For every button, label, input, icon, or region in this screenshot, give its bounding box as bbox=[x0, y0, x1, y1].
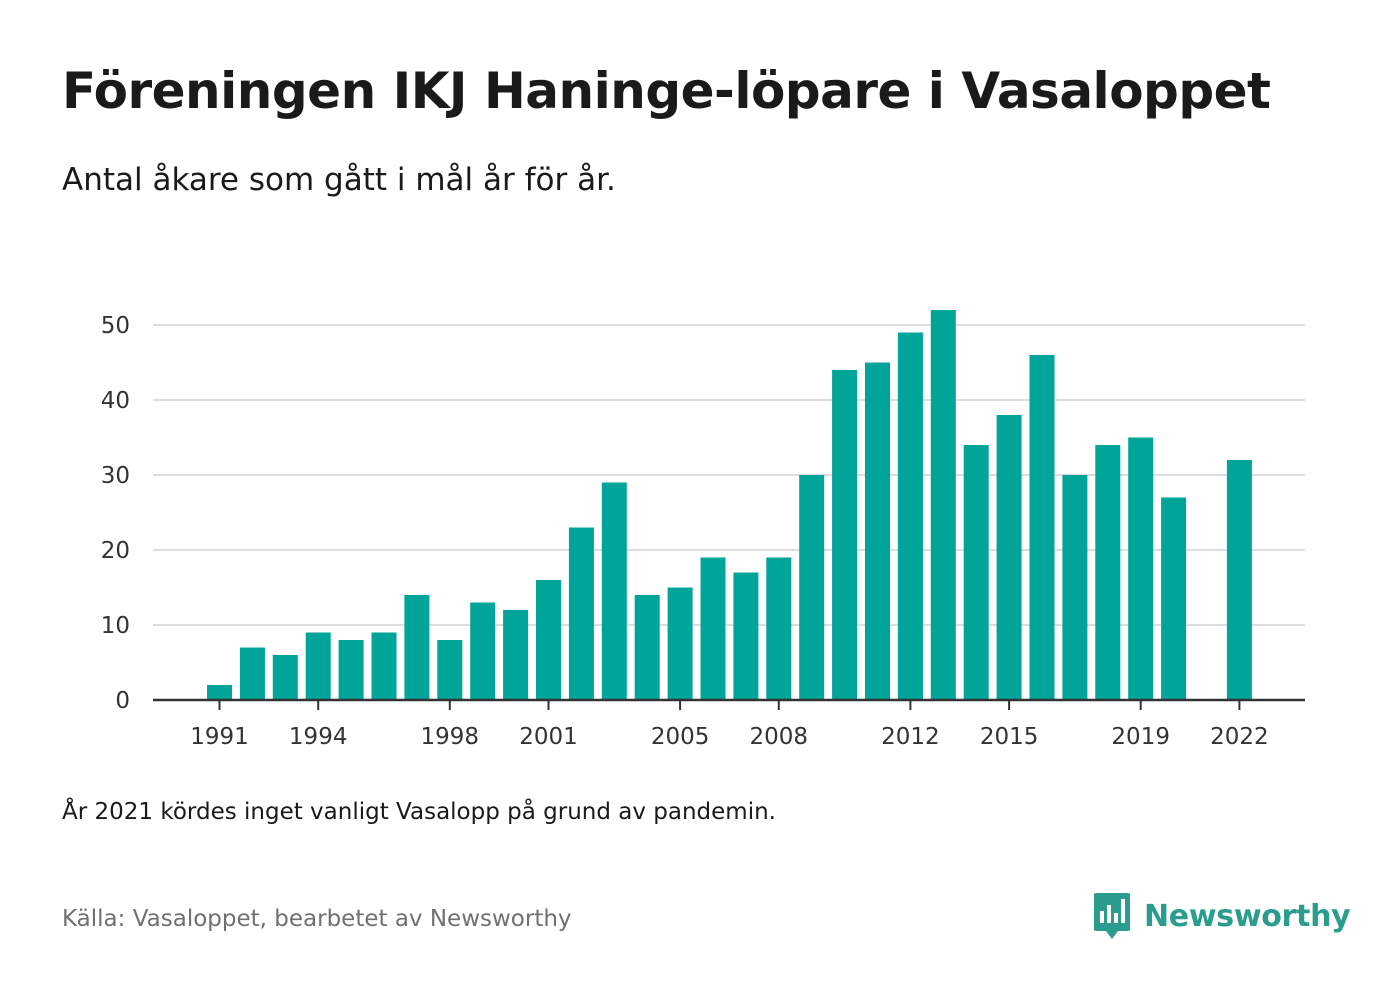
bar-1995 bbox=[338, 640, 364, 700]
newsworthy-brand: Newsworthy bbox=[1092, 891, 1351, 941]
bar-1994 bbox=[305, 632, 331, 700]
bar-2003 bbox=[601, 482, 627, 700]
y-tick-label: 40 bbox=[101, 388, 130, 414]
newsworthy-logo-icon bbox=[1094, 893, 1130, 939]
bar-2016 bbox=[1029, 355, 1055, 700]
bar-1996 bbox=[371, 632, 397, 700]
x-tick-label: 2019 bbox=[1111, 724, 1170, 750]
y-tick-label: 30 bbox=[101, 463, 130, 489]
axes: 0 10 20 30 40 50 1991 1994 1998 2001 2005 2008 2012 2… bbox=[101, 313, 1305, 750]
x-tick-label: 2005 bbox=[651, 724, 710, 750]
bar-1999 bbox=[470, 602, 496, 700]
bar-2017 bbox=[1062, 475, 1088, 700]
bar-2009 bbox=[799, 475, 825, 700]
x-tick-label: 1991 bbox=[190, 724, 249, 750]
bar-2010 bbox=[832, 370, 858, 700]
bar-2000 bbox=[503, 610, 529, 700]
bar-1998 bbox=[437, 640, 463, 700]
bar-2005 bbox=[667, 587, 693, 700]
bar-2006 bbox=[700, 557, 726, 700]
bar-2022 bbox=[1226, 460, 1252, 700]
x-tick-label: 2008 bbox=[750, 724, 809, 750]
x-tick-label: 1998 bbox=[421, 724, 480, 750]
chart-subtitle: Antal åkare som gått i mål år för år. bbox=[62, 162, 616, 198]
bar-2013 bbox=[930, 310, 956, 700]
bar-2002 bbox=[568, 527, 594, 700]
bar-2001 bbox=[536, 580, 561, 700]
bar-2008 bbox=[766, 557, 792, 700]
bar-2007 bbox=[733, 572, 759, 700]
chart-title: Föreningen IKJ Haninge-löpare i Vasalopp… bbox=[62, 62, 1271, 120]
bar-1991 bbox=[207, 685, 232, 700]
chart-note: År 2021 kördes inget vanligt Vasalopp på… bbox=[62, 799, 776, 825]
bar-2004 bbox=[634, 595, 660, 700]
bar-2014 bbox=[963, 445, 989, 700]
x-tick-label: 2001 bbox=[519, 724, 578, 750]
bar-2015 bbox=[996, 415, 1022, 700]
bars bbox=[207, 310, 1252, 700]
y-tick-label: 50 bbox=[101, 313, 130, 339]
bar-1993 bbox=[272, 655, 298, 700]
bar-2020 bbox=[1161, 497, 1187, 700]
x-tick-label: 1994 bbox=[289, 724, 348, 750]
source-text: Källa: Vasaloppet, bearbetet av Newswort… bbox=[62, 906, 572, 932]
bar-2019 bbox=[1128, 437, 1154, 700]
x-tick-label: 2022 bbox=[1210, 724, 1269, 750]
bar-2012 bbox=[897, 332, 923, 700]
bar-1992 bbox=[239, 647, 265, 700]
y-tick-label: 20 bbox=[101, 538, 130, 564]
y-tick-label: 10 bbox=[101, 613, 130, 639]
x-tick-label: 2015 bbox=[980, 724, 1039, 750]
x-tick-label: 2012 bbox=[881, 724, 940, 750]
bar-2011 bbox=[865, 362, 890, 700]
brand-name: Newsworthy bbox=[1144, 898, 1351, 934]
y-tick-label: 0 bbox=[115, 688, 130, 714]
bar-1997 bbox=[404, 595, 430, 700]
bar-2018 bbox=[1095, 445, 1121, 700]
